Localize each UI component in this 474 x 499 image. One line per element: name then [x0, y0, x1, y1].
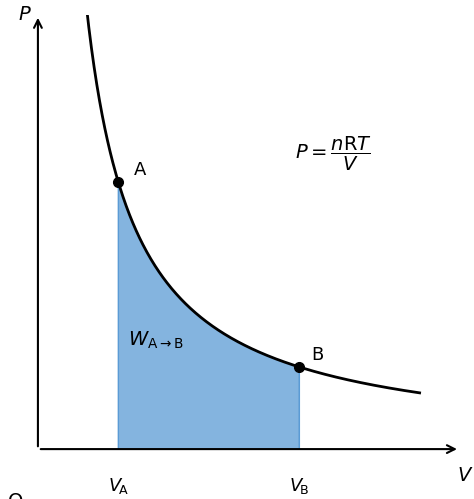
Text: $W_{\mathrm{A} \rightarrow \mathrm{B}}$: $W_{\mathrm{A} \rightarrow \mathrm{B}}$	[128, 330, 184, 351]
Text: $V_{\!\mathrm{A}}$: $V_{\!\mathrm{A}}$	[108, 476, 128, 496]
Text: $P = \dfrac{n\mathrm{R}T}{V}$: $P = \dfrac{n\mathrm{R}T}{V}$	[295, 135, 372, 173]
Text: P: P	[18, 5, 30, 24]
Text: V: V	[457, 466, 471, 485]
Text: O: O	[8, 492, 23, 499]
Polygon shape	[118, 182, 299, 449]
Text: $V_{\!\mathrm{B}}$: $V_{\!\mathrm{B}}$	[289, 476, 309, 496]
Text: A: A	[134, 161, 147, 179]
Text: B: B	[311, 346, 323, 364]
